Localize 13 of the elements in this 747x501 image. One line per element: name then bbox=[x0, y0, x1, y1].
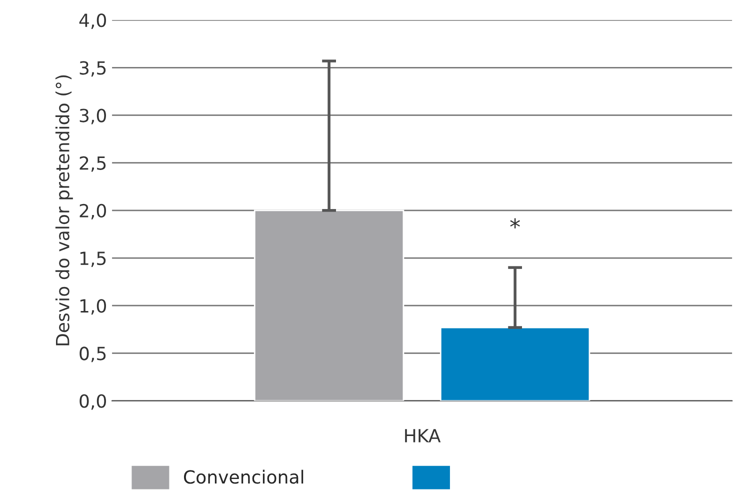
y-tick-label: 1,0 bbox=[80, 299, 106, 315]
annotation: * bbox=[510, 218, 520, 228]
y-tick-label: 1,5 bbox=[80, 252, 106, 267]
y-tick-label: 0,0 bbox=[80, 394, 106, 410]
y-tick-label: 2,0 bbox=[80, 204, 106, 220]
y-tick-label: 0,5 bbox=[80, 346, 106, 362]
y-tick-label: 3,0 bbox=[80, 108, 106, 124]
y-tick-label: 4,0 bbox=[79, 14, 106, 29]
y-tick-label: 3,5 bbox=[80, 61, 106, 77]
y-tick-label: 2,5 bbox=[80, 156, 106, 172]
legend-label: Convencional bbox=[184, 470, 304, 484]
y-axis-title: Desvio do valor pretendido (°) bbox=[55, 75, 73, 346]
x-tick-label: HKA bbox=[405, 429, 441, 442]
